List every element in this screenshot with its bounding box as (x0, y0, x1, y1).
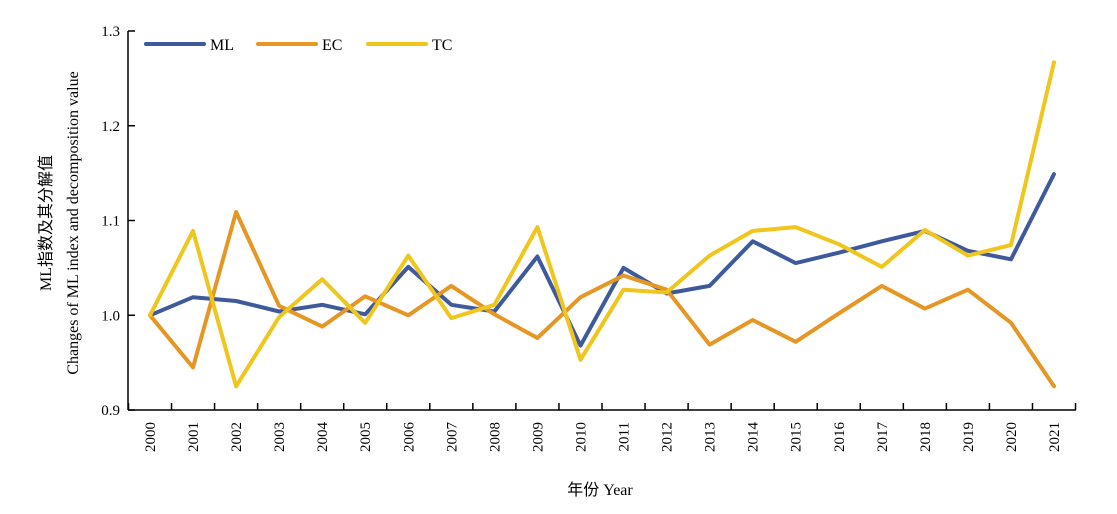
x-tick-label: 2006 (401, 422, 417, 453)
x-tick-label: 2008 (487, 422, 503, 452)
y-tick-label: 1.1 (101, 214, 120, 230)
legend-label-ec: EC (322, 37, 342, 54)
x-ticks: 2000 2001 2002 2003 2004 2005 2006 2007 2008 2009… (127, 403, 1077, 453)
y-tick-label: 1.0 (101, 308, 120, 324)
y-ticks: 0.9 1.0 1.1 1.2 1.3 (101, 24, 135, 419)
series-lines (148, 60, 1056, 389)
x-tick-label: 2021 (1047, 422, 1063, 452)
legend-label-tc: TC (432, 37, 452, 54)
x-tick-label: 2015 (789, 422, 805, 452)
x-tick-label: 2001 (186, 422, 202, 452)
y-axis-title-line-2: Changes of ML index and decomposition va… (65, 71, 82, 374)
y-axis-title-line-1: ML指数及其分解值 (37, 155, 55, 291)
x-tick-label: 2010 (573, 422, 589, 452)
y-tick-label: 1.3 (101, 24, 120, 40)
x-tick-label: 2005 (358, 422, 374, 452)
x-tick-label: 2003 (272, 422, 288, 452)
series-line-ml (148, 172, 1056, 348)
x-tick-label: 2009 (530, 422, 546, 452)
x-tick-label: 2016 (832, 422, 848, 453)
y-tick-label: 0.9 (101, 403, 120, 419)
x-tick-label: 2007 (444, 422, 460, 453)
x-axis-title: 年份 Year (567, 481, 633, 499)
x-tick-label: 2011 (617, 422, 633, 451)
y-axis-title: ML指数及其分解值 Changes of ML index and decomp… (37, 71, 82, 374)
legend-label-ml: ML (210, 37, 234, 54)
x-tick-label: 2013 (703, 422, 719, 452)
axes (127, 31, 1076, 411)
y-tick-label: 1.2 (101, 119, 120, 135)
x-tick-label: 2018 (918, 422, 934, 452)
series-line-ec (148, 210, 1056, 389)
x-tick-label: 2004 (315, 422, 331, 453)
x-tick-label: 2019 (961, 422, 977, 452)
legend: ML EC TC (144, 37, 452, 54)
x-tick-label: 2002 (229, 422, 245, 452)
series-line-tc (148, 60, 1056, 389)
x-tick-label: 2012 (660, 422, 676, 452)
x-tick-label: 2017 (875, 422, 891, 453)
x-tick-label: 2014 (746, 422, 762, 453)
x-tick-label: 2020 (1004, 422, 1020, 452)
x-tick-label: 2000 (143, 422, 159, 452)
